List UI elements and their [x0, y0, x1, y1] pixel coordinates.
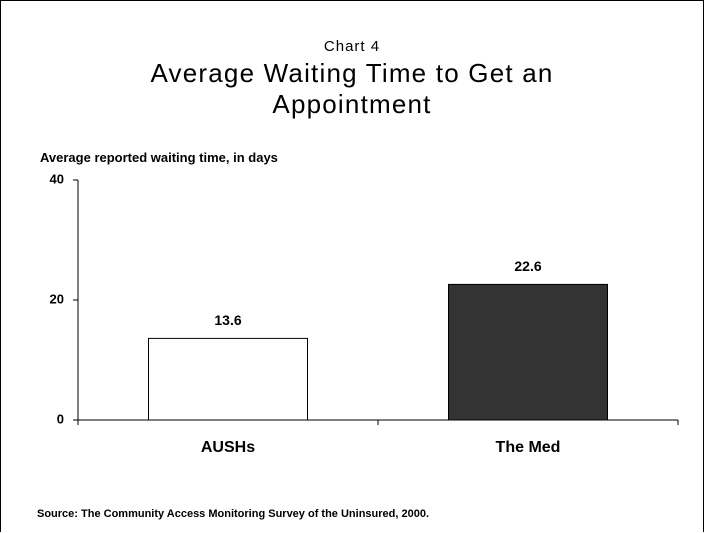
y-tick-label: 0 [57, 411, 64, 426]
x-tick-label: The Med [496, 439, 561, 456]
y-axis-label: Average reported waiting time, in days [40, 150, 278, 165]
chart-subtitle: Chart 4 [323, 38, 381, 55]
bar [148, 337, 308, 421]
y-tick-label: 20 [50, 291, 64, 306]
x-tick-label: AUSHs [201, 439, 255, 456]
chart-title: Average Waiting Time to Get an Appointme… [150, 58, 554, 119]
value-label: 22.6 [514, 258, 541, 274]
bar [448, 283, 608, 421]
value-label: 13.6 [214, 312, 241, 328]
source-note: Source: The Community Access Monitoring … [37, 508, 430, 520]
y-tick-label: 40 [50, 171, 64, 186]
